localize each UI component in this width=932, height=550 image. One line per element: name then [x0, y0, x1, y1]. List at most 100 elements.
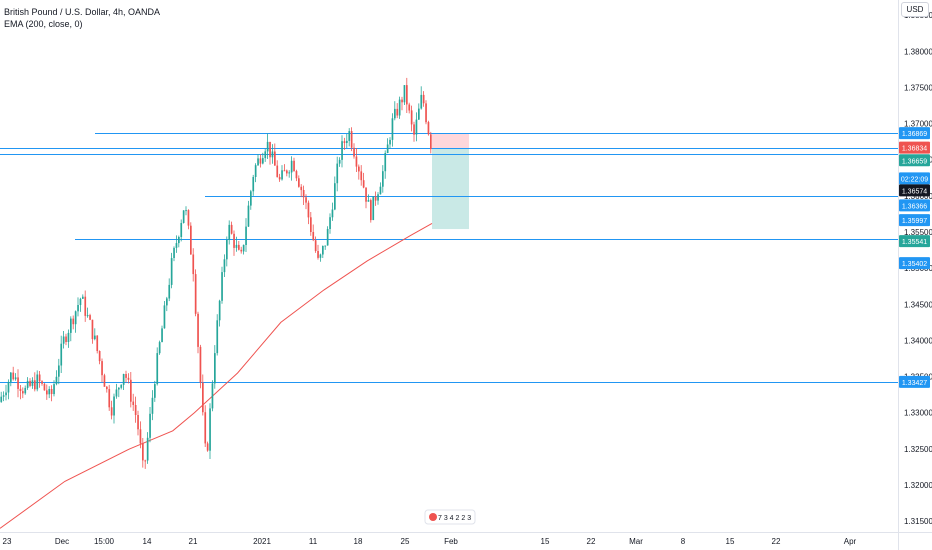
candle-body — [125, 374, 127, 378]
candle-body — [281, 170, 283, 180]
price-badge — [899, 257, 930, 270]
candle-body — [422, 94, 425, 104]
candle-body — [91, 319, 94, 340]
candle-body — [14, 377, 17, 380]
candle-body — [226, 239, 228, 260]
price-badge-label: 1.35402 — [902, 261, 927, 268]
candle-body — [374, 196, 377, 201]
candle-body — [206, 443, 209, 451]
candle-body — [336, 163, 339, 184]
candle-body — [19, 388, 22, 391]
x-tick-label: 15:00 — [94, 537, 115, 546]
candle-body — [343, 141, 346, 143]
candle-body — [144, 460, 147, 462]
currency-button[interactable]: USD — [901, 2, 929, 17]
candle-body — [329, 217, 331, 229]
chart-legend: British Pound / U.S. Dollar, 4h, OANDA E… — [4, 6, 160, 30]
candle-body — [146, 437, 149, 461]
candle-body — [113, 396, 115, 416]
price-badge-label: 1.35541 — [902, 239, 927, 246]
symbol-title: British Pound / U.S. Dollar, 4h, OANDA — [4, 7, 161, 17]
candle-body — [134, 405, 137, 415]
y-tick-label: 1.38000 — [904, 47, 932, 56]
candle-body — [247, 205, 250, 227]
candle-body — [264, 151, 267, 159]
candle-body — [346, 140, 348, 143]
candle-body — [149, 413, 151, 438]
candle-body — [254, 165, 257, 177]
ema-line — [0, 222, 433, 529]
candle-body — [72, 318, 75, 325]
candle-body — [67, 332, 70, 342]
price-badge-label: 1.36659 — [902, 158, 927, 165]
x-tick-label: Dec — [55, 537, 69, 546]
price-badge — [899, 214, 930, 227]
candle-body — [223, 259, 226, 273]
candle-body — [190, 225, 192, 255]
y-tick-label: 1.37500 — [904, 83, 932, 92]
candle-body — [427, 122, 430, 135]
candle-body — [322, 246, 324, 255]
candle-body — [365, 187, 367, 202]
candle-body — [324, 245, 327, 247]
candle-body — [170, 258, 173, 285]
candle-body — [386, 144, 389, 153]
candle-body — [401, 99, 403, 103]
price-badge-label: 1.36366 — [902, 203, 927, 210]
candle-body — [310, 217, 312, 232]
price-badge-label: 1.36869 — [902, 131, 927, 138]
candle-body — [122, 374, 125, 385]
candle-body — [305, 197, 307, 203]
x-tick-label: Feb — [444, 537, 458, 546]
candle-body — [204, 412, 207, 444]
candle-body — [418, 108, 420, 120]
candle-body — [389, 139, 391, 145]
candle-body — [317, 251, 319, 258]
candle-body — [38, 374, 41, 382]
candle-body — [350, 131, 353, 148]
candle-body — [173, 247, 175, 258]
candle-body — [22, 391, 24, 394]
candle-body — [338, 159, 341, 164]
candle-body — [10, 372, 12, 382]
candle-body — [211, 383, 214, 409]
candle-body — [319, 254, 322, 258]
candle-body — [166, 298, 168, 306]
price-badge-label: 1.36574 — [902, 188, 927, 195]
candle-body — [7, 381, 10, 393]
candle-body — [391, 118, 394, 140]
candle-body — [187, 210, 190, 226]
candle-body — [0, 396, 3, 402]
y-tick-label: 1.34500 — [904, 300, 932, 309]
candle-body — [396, 108, 399, 116]
candle-body — [120, 384, 123, 388]
candle-body — [79, 298, 82, 305]
candle-body — [394, 108, 396, 119]
candle-body — [58, 365, 60, 377]
candle-body — [137, 415, 139, 430]
candle-body — [89, 315, 91, 320]
candle-body — [82, 296, 84, 299]
candle-body — [161, 328, 163, 343]
candle-body — [271, 151, 274, 158]
candle-body — [216, 320, 219, 354]
candle-body — [158, 342, 161, 354]
candle-body — [235, 244, 238, 248]
price-badge — [899, 375, 930, 388]
candle-body — [420, 94, 423, 109]
candle-body — [312, 232, 315, 241]
candle-body — [360, 171, 363, 181]
candle-body — [142, 443, 144, 461]
candle-body — [94, 335, 96, 340]
candle-body — [24, 387, 27, 394]
candle-body — [245, 226, 247, 245]
candle-body — [29, 380, 31, 386]
candle-body — [221, 272, 223, 301]
price-badge — [899, 141, 930, 154]
candle-body — [209, 408, 211, 451]
candle-body — [127, 377, 130, 380]
x-tick-label: Apr — [844, 537, 857, 546]
candle-body — [182, 210, 185, 223]
candle-body — [276, 165, 279, 178]
